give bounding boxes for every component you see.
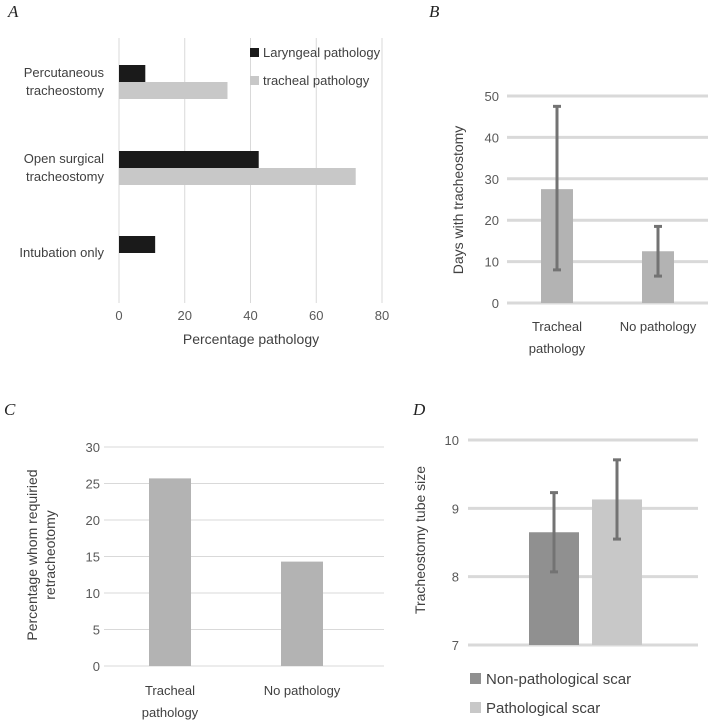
panel-c-category-label: Tracheal (145, 683, 195, 698)
legend-swatch-non-pathological (470, 673, 481, 684)
panel-c-bar (149, 478, 191, 666)
panel-b-category-label: Tracheal (532, 319, 582, 334)
panel-d-y-tick: 9 (452, 501, 459, 516)
panel-d-y-tick: 10 (445, 433, 459, 448)
panel-c-y-tick: 10 (86, 586, 100, 601)
legend-swatch-laryngeal (250, 48, 259, 57)
panel-b-y-tick: 40 (485, 130, 499, 145)
panel-c-y-tick: 20 (86, 513, 100, 528)
panel-b-y-tick: 10 (485, 255, 499, 270)
panel-a-category-label: Open surgical (24, 151, 104, 166)
panel-b-category-label: pathology (529, 341, 586, 356)
panel-a-bar-tracheal (119, 82, 228, 99)
panel-a-x-tick: 20 (178, 308, 192, 323)
panel-a-bar-tracheal (119, 168, 356, 185)
panel-a-chart: 0 20 40 60 80 Percutaneous tracheostomy Open s… (19, 38, 389, 347)
panel-c-category-label: pathology (142, 705, 199, 720)
panel-b-chart: 0 10 20 30 40 50 Tracheal pathology No patholog… (450, 89, 708, 356)
legend-non-pathological-scar: Non-pathological scar (486, 671, 631, 688)
panel-c-y-axis-label-line1: Percentage whom requiried (24, 469, 40, 640)
panel-d-y-tick: 7 (452, 638, 459, 653)
panel-c-bar (281, 561, 323, 666)
legend-tracheal-pathology: tracheal pathology (263, 73, 370, 88)
panel-a-x-axis-label: Percentage pathology (183, 331, 319, 347)
panel-a-x-tick: 60 (309, 308, 323, 323)
panel-d-chart: 7 8 9 10 Tracheostomy tube size Non-patholo… (412, 433, 698, 717)
legend-swatch-tracheal (250, 76, 259, 85)
panel-letter-d: D (412, 400, 426, 419)
panel-d-y-tick: 8 (452, 570, 459, 585)
panel-a-category-label: Percutaneous (24, 65, 105, 80)
panel-b-y-tick: 0 (492, 296, 499, 311)
panel-b-y-tick: 30 (485, 172, 499, 187)
panel-a-category-label: Intubation only (19, 245, 104, 260)
panel-c-category-label: No pathology (264, 683, 341, 698)
panel-letter-c: C (4, 400, 16, 419)
legend-pathological-scar: Pathological scar (486, 700, 600, 717)
panel-a-bar-laryngeal (119, 151, 259, 168)
panel-a-x-tick: 0 (115, 308, 122, 323)
panel-c-y-axis-label-line2: retracheotomy (42, 510, 58, 599)
panel-b-category-label: No pathology (620, 319, 697, 334)
legend-swatch-pathological (470, 702, 481, 713)
panel-letter-b: B (429, 2, 440, 21)
panel-a-category-label: tracheostomy (26, 83, 105, 98)
legend-laryngeal-pathology: Laryngeal pathology (263, 45, 381, 60)
panel-b-y-axis-label: Days with tracheostomy (450, 126, 466, 275)
panel-c-chart: 0 5 10 15 20 25 30 Tracheal pathology No patholo… (24, 440, 384, 720)
panel-b-y-tick: 50 (485, 89, 499, 104)
panel-d-y-axis-label: Tracheostomy tube size (412, 466, 428, 614)
panel-a-bar-laryngeal (119, 236, 156, 253)
panel-c-y-tick: 30 (86, 440, 100, 455)
panel-a-category-label: tracheostomy (26, 169, 105, 184)
panel-a-x-tick: 80 (375, 308, 389, 323)
panel-c-y-tick: 25 (86, 477, 100, 492)
panel-b-y-tick: 20 (485, 213, 499, 228)
panel-letter-a: A (7, 2, 19, 21)
panel-c-y-tick: 0 (93, 659, 100, 674)
panel-a-x-tick: 40 (243, 308, 257, 323)
panel-c-y-tick: 5 (93, 623, 100, 638)
panel-a-bar-laryngeal (119, 65, 146, 82)
panel-c-y-tick: 15 (86, 550, 100, 565)
